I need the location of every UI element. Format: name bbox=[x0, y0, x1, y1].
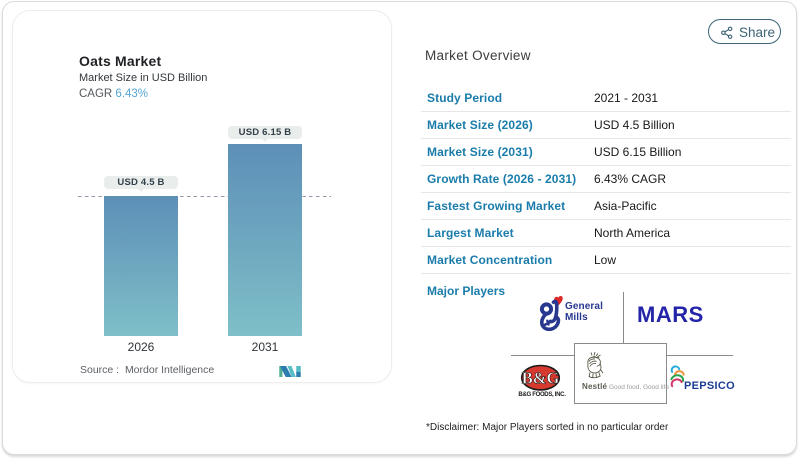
svg-text:B&G: B&G bbox=[522, 369, 560, 388]
